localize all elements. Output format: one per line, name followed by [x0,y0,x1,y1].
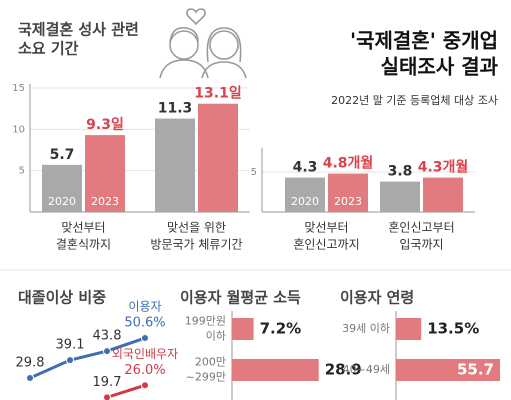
series-label: 2020 [291,195,319,208]
x-tick-label: 혼인신고부터 [388,221,454,235]
value-label: 5.7 [50,147,75,163]
x-tick-label: 맞선부터 [304,221,348,235]
x-tick-label: 맞선부터 [61,221,105,235]
bride-head [209,30,239,60]
point [103,393,111,400]
y-tick-label: 15 [12,83,25,94]
x-tick-label: 혼인신고까지 [293,238,359,252]
y-tick-label: 199만원 [185,315,226,328]
series-label: 외국인배우자 [112,347,178,361]
value-label: 26.0% [124,363,165,378]
couple-illustration [159,8,247,79]
x-tick-label: 입국까지 [399,238,443,252]
point [66,356,74,365]
bar [328,173,368,212]
point [141,381,149,390]
bar [232,359,319,381]
heart-icon [186,8,206,26]
chart-title: 이용자 연령 [340,289,414,307]
value-label: 19.7 [93,375,122,390]
y-tick-label: 200만 [195,356,226,369]
groom-body [159,59,209,79]
point [141,334,149,343]
value-label: 3.8 [388,164,413,180]
groom-head [169,30,199,60]
value-label: 13.5% [427,320,479,338]
header-subtitle: 2022년 말 기준 등록업체 대상 조사 [331,94,498,107]
value-label: 50.6% [124,316,165,331]
x-tick-label: 방문국가 체류기간 [150,238,242,252]
x-tick-label: 맞선을 위한 [167,221,226,235]
bride-body [201,61,247,79]
series-label: 2023 [91,195,119,208]
value-label: 11.3 [158,101,193,117]
bar [285,177,325,212]
bar [396,359,500,381]
y-tick-label: 5 [19,166,25,177]
value-label: 4.3 [293,160,318,176]
y-tick-label: 39세 이하 [342,321,390,335]
bar [380,181,420,212]
line [29,336,146,380]
value-label: 39.1 [56,338,85,353]
y-tick-label: 이하 [206,329,226,343]
value-label: 43.8 [93,329,122,344]
header-title: 실태조사 결과 [381,55,499,79]
bar [396,318,422,340]
value-label: 7.2% [260,320,302,338]
bride-hair [206,27,242,63]
value-label: 55.7 [457,361,494,379]
value-label: 29.8 [16,355,45,370]
series-label: 이용자 [128,300,161,314]
chart-title: 소요 기간 [18,40,79,58]
bar [85,135,125,212]
bar [232,318,254,340]
y-tick-label: ~299만 [186,371,226,384]
series-label: 2020 [48,195,76,208]
y-tick-label: 40~49세 [343,363,390,376]
bar [42,164,82,212]
bar [423,177,463,212]
point [26,373,34,382]
chart-title: 이용자 월평균 소득 [180,289,301,307]
value-label: 4.3개월 [418,159,469,176]
chart-title: 국제결혼 성사 관련 [18,21,139,39]
bar [198,103,238,212]
y-tick-label: 5 [251,167,257,178]
chart-title: 대졸이상 비중 [18,289,106,307]
groom-hair [169,26,199,43]
x-tick-label: 결혼식까지 [56,238,111,252]
value-label: 28.9 [325,361,362,379]
value-label: 13.1일 [194,86,241,102]
series-label: 2023 [334,195,362,208]
line [106,383,146,399]
bar [155,118,195,212]
header-title: '국제결혼' 중개업 [350,29,498,53]
y-tick-label: 10 [12,124,25,135]
value-label: 9.3일 [86,117,124,133]
point [103,347,111,356]
value-label: 4.8개월 [323,155,374,172]
